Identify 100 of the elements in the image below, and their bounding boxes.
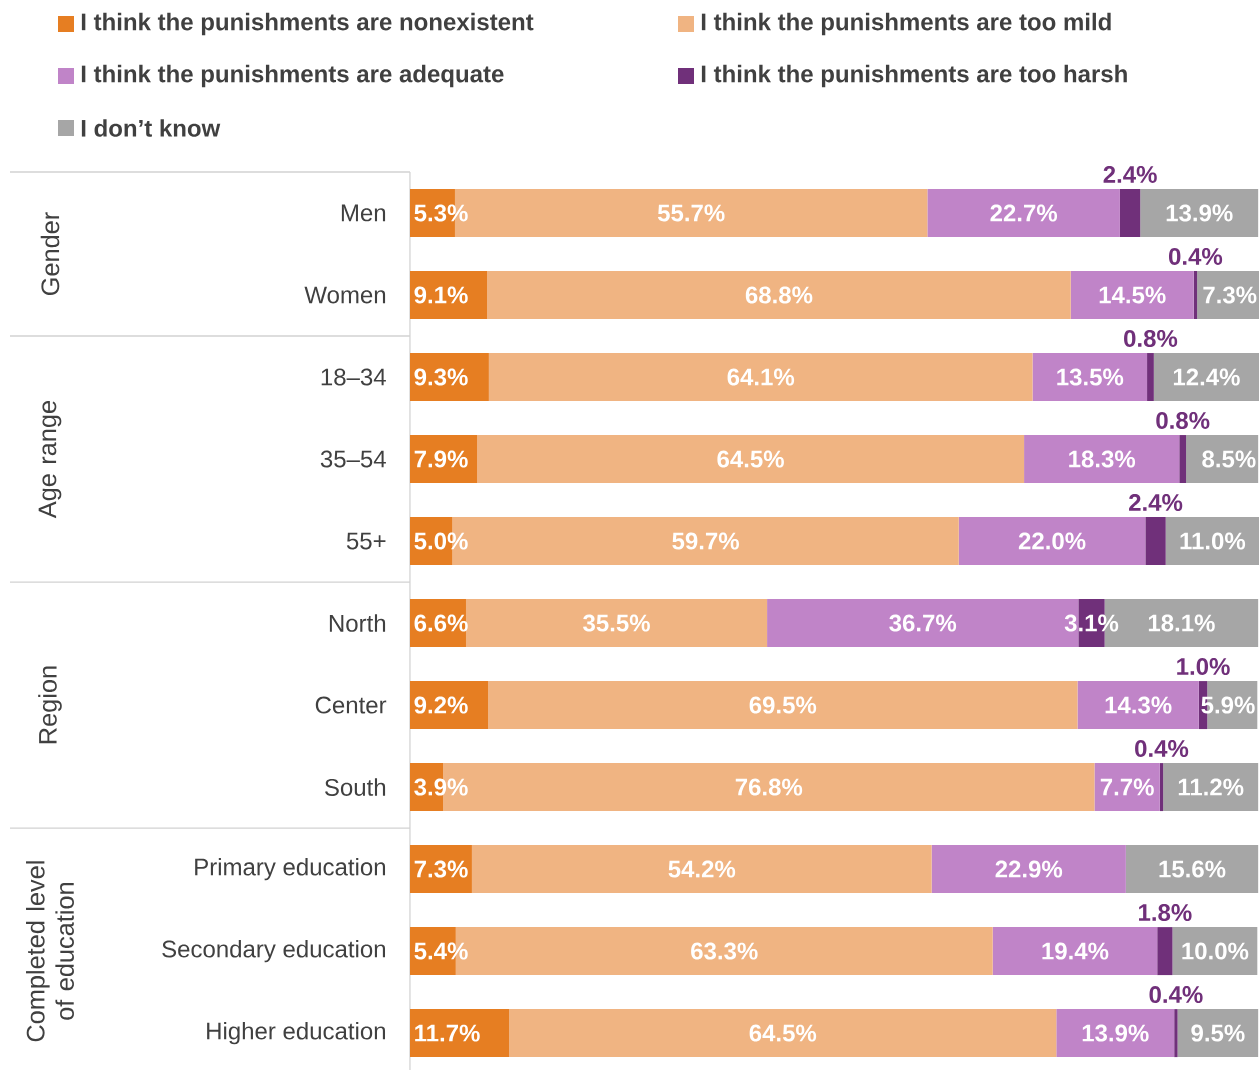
data-label: 7.3% — [414, 860, 468, 878]
data-label: 14.5% — [1099, 286, 1166, 304]
data-label: 10.0% — [1182, 942, 1249, 960]
data-label: 9.2% — [414, 696, 468, 714]
bar — [992, 927, 1158, 976]
bar — [410, 271, 488, 319]
bar — [488, 681, 1078, 730]
legend-label: I think the punishments are nonexistent — [81, 12, 534, 36]
data-label: 64.5% — [717, 450, 784, 468]
data-label: 9.3% — [414, 368, 468, 386]
text: Age range — [38, 401, 62, 519]
bar — [927, 189, 1120, 237]
data-label: 9.5% — [1191, 1024, 1245, 1042]
data-label: 12.4% — [1173, 368, 1240, 386]
y-tick-label: North — [329, 614, 386, 632]
bar — [1024, 435, 1180, 484]
bar — [509, 1009, 1057, 1058]
bar — [487, 271, 1071, 319]
y-tick-label: Men — [341, 204, 386, 222]
text: Gender — [40, 212, 60, 295]
y-tick-label: 35–54 — [320, 450, 386, 468]
data-label: 0.8% — [1124, 329, 1178, 347]
bar — [931, 845, 1126, 894]
y-tick-label: Higher education — [207, 1021, 386, 1045]
bar — [410, 1009, 510, 1058]
data-label: 3.9% — [414, 778, 468, 796]
data-label: 63.3% — [691, 942, 758, 960]
bar — [1179, 435, 1187, 484]
text: Completed level of education — [26, 861, 74, 1042]
bar — [477, 435, 1025, 484]
bar — [1140, 189, 1259, 237]
bar — [1094, 763, 1160, 812]
data-label: 5.4% — [414, 942, 468, 960]
legend-label: I think the punishments are adequate — [81, 64, 504, 88]
data-label: 22.7% — [990, 204, 1058, 222]
bar — [1077, 681, 1199, 730]
y-tick-label: South — [324, 778, 386, 796]
text: Region — [38, 666, 62, 744]
data-label: 2.4% — [1103, 165, 1157, 183]
data-label: 64.5% — [749, 1024, 817, 1042]
data-label: 19.4% — [1042, 942, 1109, 960]
data-label: 6.6% — [414, 614, 468, 632]
bar — [488, 353, 1033, 402]
data-label: 35.5% — [583, 614, 650, 632]
data-label: 13.5% — [1057, 368, 1124, 386]
bar — [410, 435, 478, 484]
bar — [1174, 1009, 1178, 1058]
data-label: 69.5% — [749, 696, 817, 714]
data-label: 22.9% — [995, 860, 1063, 878]
data-label: 76.8% — [735, 778, 803, 796]
data-label: 64.1% — [727, 368, 795, 386]
data-label: 11.7% — [415, 1024, 480, 1042]
data-label: 9.1% — [414, 286, 468, 304]
y-tick-label: 55+ — [346, 532, 386, 550]
data-label: 18.3% — [1069, 450, 1136, 468]
data-label: 15.6% — [1159, 860, 1226, 878]
data-label: 18.1% — [1148, 614, 1215, 632]
data-label: 68.8% — [745, 286, 813, 304]
data-label: 2.4% — [1129, 494, 1183, 511]
data-label: 1.8% — [1139, 904, 1192, 922]
data-label: 5.3% — [414, 204, 468, 222]
bar — [1147, 353, 1154, 402]
bar — [471, 845, 932, 894]
y-tick-label: 18–34 — [321, 368, 386, 386]
bar — [1153, 353, 1259, 402]
data-label: 0.4% — [1168, 247, 1223, 265]
data-label: 7.3% — [1203, 286, 1257, 304]
data-label: 22.0% — [1018, 532, 1086, 550]
bar — [958, 517, 1146, 566]
data-label: 59.7% — [672, 532, 739, 550]
y-tick-label: Secondary education — [162, 939, 386, 963]
bar — [1157, 927, 1173, 976]
data-label: 11.0% — [1180, 532, 1246, 550]
bar — [1177, 1009, 1259, 1058]
data-label: 8.5% — [1202, 450, 1256, 468]
data-label: 11.2% — [1178, 778, 1244, 796]
data-label: 7.9% — [414, 450, 468, 468]
bar — [1070, 271, 1194, 319]
data-label: 7.7% — [1100, 778, 1154, 796]
bar — [1032, 353, 1148, 402]
data-label: 13.9% — [1082, 1024, 1149, 1042]
bar — [1119, 189, 1141, 237]
bar — [410, 681, 489, 730]
data-label: 36.7% — [889, 614, 957, 632]
data-label: 0.4% — [1135, 740, 1189, 758]
bar — [1163, 763, 1259, 812]
y-tick-label: Women — [304, 286, 386, 304]
y-tick-label: Primary education — [195, 857, 386, 881]
legend-label: I think the punishments are too mild — [701, 12, 1111, 36]
bar — [1056, 1009, 1175, 1058]
data-label: 1.0% — [1177, 658, 1230, 676]
data-label: 0.4% — [1149, 986, 1203, 1004]
data-label: 55.7% — [657, 204, 725, 222]
data-label: 0.8% — [1156, 411, 1210, 429]
bar — [1145, 517, 1166, 566]
legend-label: I think the punishments are too harsh — [701, 64, 1127, 88]
bar — [410, 353, 489, 402]
data-label: 5.0% — [414, 532, 468, 550]
data-label: 14.3% — [1105, 696, 1172, 714]
bar — [1125, 845, 1259, 894]
